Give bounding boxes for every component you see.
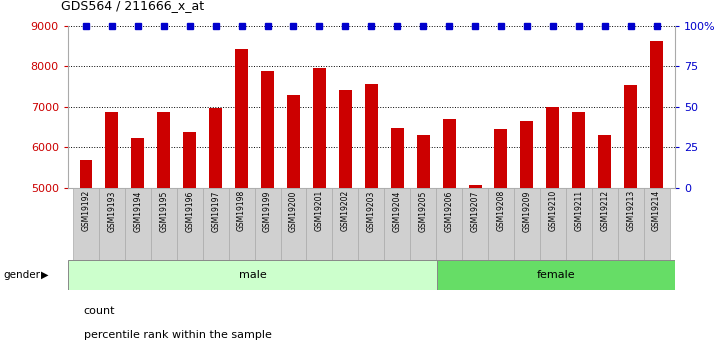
- Bar: [624, 86, 637, 188]
- Text: GSM19196: GSM19196: [185, 190, 194, 231]
- Bar: [495, 129, 508, 188]
- Bar: [417, 135, 430, 188]
- Text: male: male: [238, 270, 266, 280]
- Bar: [183, 132, 196, 188]
- Bar: [287, 95, 300, 188]
- Bar: [437, 260, 675, 290]
- Text: percentile rank within the sample: percentile rank within the sample: [84, 330, 271, 339]
- Text: GSM19201: GSM19201: [315, 190, 324, 231]
- Bar: [391, 128, 403, 188]
- Text: GSM19213: GSM19213: [626, 190, 635, 231]
- Bar: [488, 188, 514, 260]
- Bar: [151, 188, 177, 260]
- Bar: [443, 119, 456, 188]
- Bar: [79, 160, 93, 188]
- Text: GSM19208: GSM19208: [496, 190, 506, 231]
- Bar: [255, 188, 281, 260]
- Bar: [157, 112, 170, 188]
- Bar: [228, 188, 255, 260]
- Text: GSM19212: GSM19212: [600, 190, 609, 231]
- Bar: [235, 49, 248, 188]
- Bar: [436, 188, 462, 260]
- Bar: [177, 188, 203, 260]
- Text: GSM19211: GSM19211: [574, 190, 583, 231]
- Bar: [618, 188, 643, 260]
- Bar: [281, 188, 306, 260]
- Bar: [573, 112, 585, 188]
- Bar: [546, 107, 559, 188]
- Bar: [358, 188, 384, 260]
- Bar: [540, 188, 565, 260]
- Text: GSM19200: GSM19200: [289, 190, 298, 231]
- Text: GSM19210: GSM19210: [548, 190, 558, 231]
- Bar: [365, 84, 378, 188]
- Text: GSM19198: GSM19198: [237, 190, 246, 231]
- Bar: [261, 71, 274, 188]
- Bar: [73, 188, 99, 260]
- Bar: [203, 188, 228, 260]
- Text: GSM19203: GSM19203: [367, 190, 376, 231]
- Text: GSM19197: GSM19197: [211, 190, 220, 231]
- Bar: [339, 90, 352, 188]
- Bar: [333, 188, 358, 260]
- Bar: [68, 260, 437, 290]
- Text: count: count: [84, 306, 115, 315]
- Bar: [650, 41, 663, 188]
- Bar: [125, 188, 151, 260]
- Text: ▶: ▶: [41, 270, 49, 280]
- Text: GSM19209: GSM19209: [523, 190, 531, 231]
- Text: female: female: [537, 270, 575, 280]
- Text: GSM19194: GSM19194: [134, 190, 142, 231]
- Bar: [514, 188, 540, 260]
- Bar: [106, 112, 119, 188]
- Bar: [131, 138, 144, 188]
- Bar: [209, 108, 222, 188]
- Text: GSM19192: GSM19192: [81, 190, 91, 231]
- Text: GSM19202: GSM19202: [341, 190, 350, 231]
- Text: GSM19205: GSM19205: [418, 190, 428, 231]
- Text: GSM19199: GSM19199: [263, 190, 272, 231]
- Bar: [313, 68, 326, 188]
- Text: GDS564 / 211666_x_at: GDS564 / 211666_x_at: [61, 0, 203, 12]
- Text: GSM19207: GSM19207: [471, 190, 480, 231]
- Bar: [643, 188, 670, 260]
- Bar: [462, 188, 488, 260]
- Text: GSM19204: GSM19204: [393, 190, 402, 231]
- Bar: [565, 188, 592, 260]
- Bar: [592, 188, 618, 260]
- Text: GSM19193: GSM19193: [107, 190, 116, 231]
- Text: GSM19206: GSM19206: [445, 190, 453, 231]
- Bar: [521, 121, 533, 188]
- Text: GSM19195: GSM19195: [159, 190, 169, 231]
- Bar: [306, 188, 333, 260]
- Bar: [468, 185, 481, 188]
- Text: gender: gender: [4, 270, 41, 280]
- Bar: [410, 188, 436, 260]
- Bar: [99, 188, 125, 260]
- Bar: [598, 135, 611, 188]
- Bar: [384, 188, 410, 260]
- Text: GSM19214: GSM19214: [652, 190, 661, 231]
